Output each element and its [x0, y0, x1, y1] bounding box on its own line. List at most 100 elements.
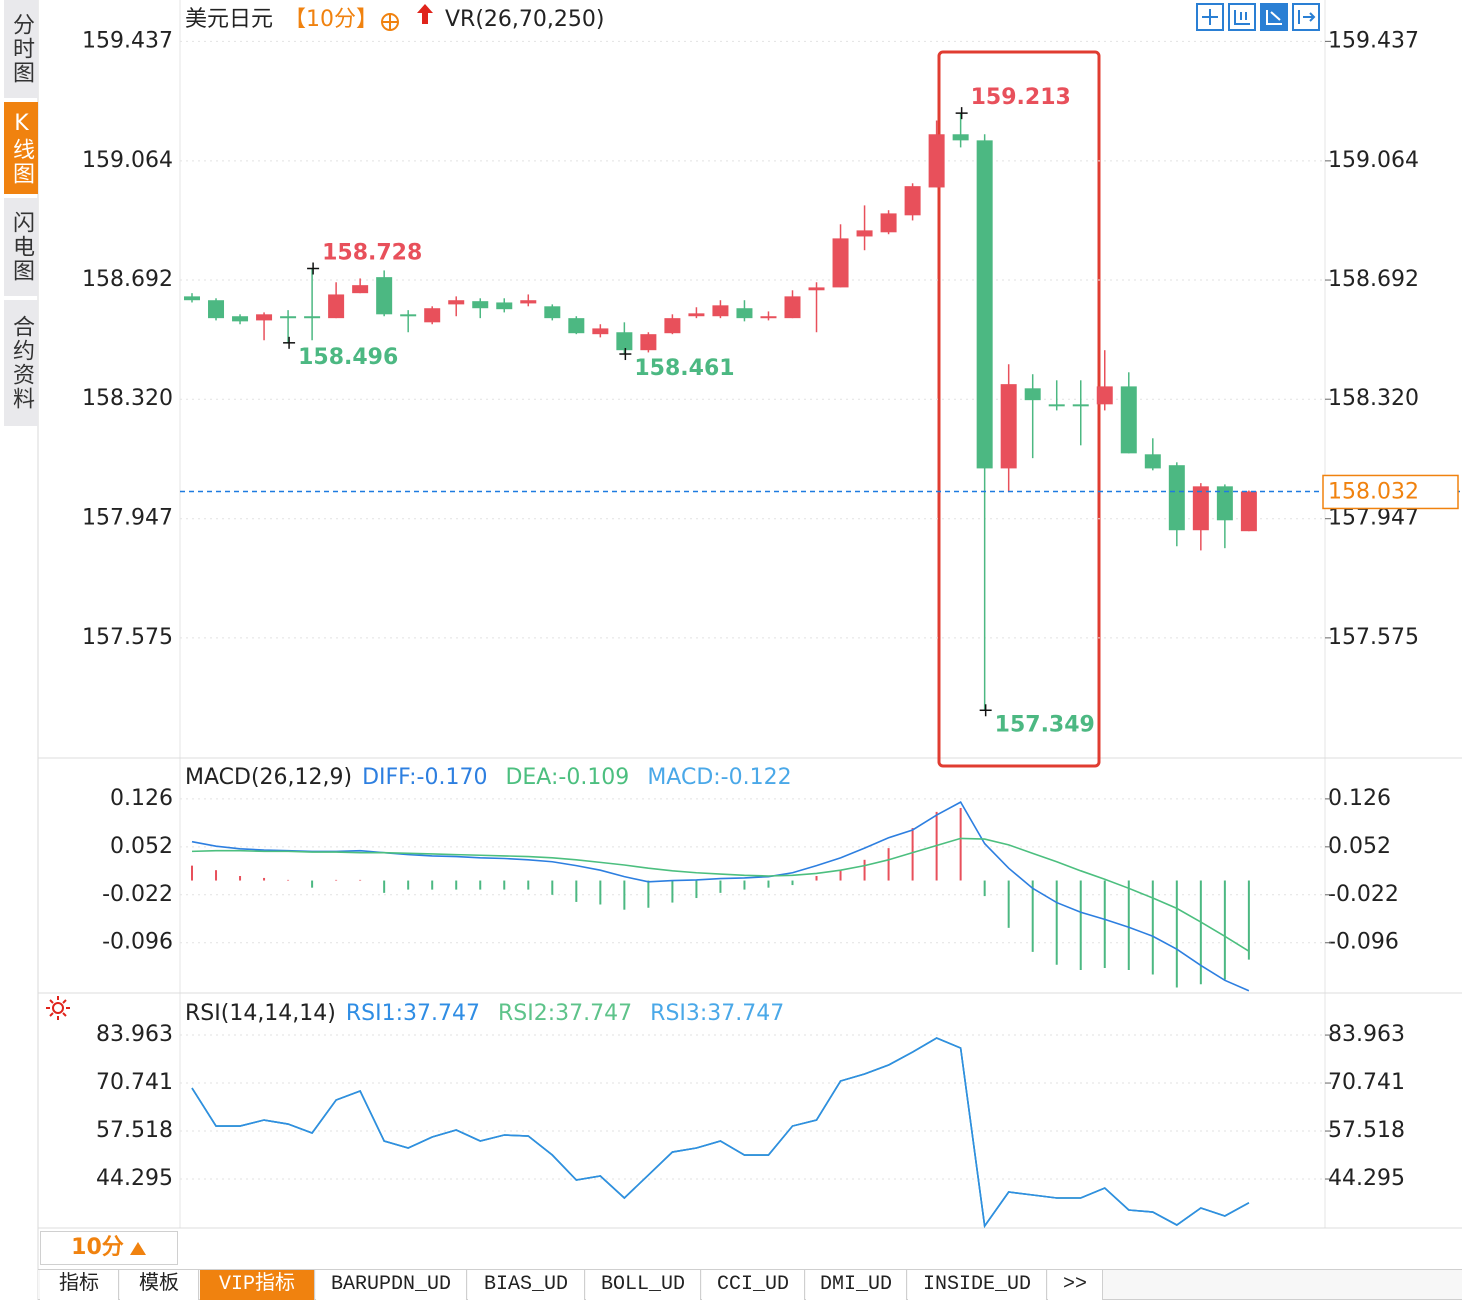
y-tick-label: 57.518: [96, 1118, 173, 1143]
candle-body: [376, 277, 393, 315]
chart-title: 美元日元: [185, 7, 273, 32]
y-tick-label-right: 159.064: [1328, 148, 1419, 173]
candle-body: [1096, 386, 1113, 405]
candle-body: [928, 134, 945, 188]
candle-body: [520, 300, 537, 304]
sidebar-tab[interactable]: 闪电图: [4, 198, 38, 296]
candle-body: [256, 314, 273, 321]
legend-entry: RSI3:37.747: [650, 1001, 784, 1026]
period-button[interactable]: 10分: [40, 1231, 178, 1265]
candle-body: [880, 213, 897, 233]
y-tick-label-right: -0.022: [1328, 882, 1399, 907]
settings-icon[interactable]: [46, 996, 70, 1020]
add-icon[interactable]: [381, 13, 399, 31]
candle-body: [976, 140, 993, 469]
highlight-box: [937, 50, 1101, 768]
y-tick-label-right: 0.052: [1328, 834, 1391, 859]
candle-body: [1072, 404, 1089, 407]
series-line: [191, 1037, 1250, 1229]
last-price-label: 158.032: [1328, 479, 1419, 504]
candle-body: [712, 305, 729, 317]
extreme-label: 157.349: [995, 712, 1095, 737]
candle-body: [544, 306, 561, 319]
y-tick-label: 44.295: [96, 1166, 173, 1191]
y-tick-label-right: 57.518: [1328, 1118, 1405, 1143]
sidebar-tab[interactable]: 分时图: [4, 0, 38, 98]
tool-button[interactable]: [1196, 3, 1224, 31]
period-button-label: 10分: [71, 1235, 124, 1260]
candle-body: [304, 316, 321, 319]
candle-body: [400, 314, 417, 317]
tab[interactable]: BIAS_UD: [468, 1270, 585, 1300]
indicator-label: VR(26,70,250): [445, 7, 604, 32]
candle-body: [784, 296, 801, 319]
period-label: 【10分】: [284, 7, 378, 32]
candle-body: [424, 308, 441, 323]
candle-body: [904, 186, 921, 216]
legend-title: RSI(14,14,14): [185, 1001, 336, 1026]
candle-body: [760, 316, 777, 319]
last-price-box: [1322, 474, 1459, 510]
tab[interactable]: 模板: [120, 1270, 199, 1300]
candle-body: [448, 300, 465, 305]
y-tick-label: 159.064: [82, 148, 173, 173]
candle-body: [1000, 384, 1017, 469]
tab[interactable]: BOLL_UD: [586, 1270, 701, 1300]
y-tick-label-right: 157.947: [1328, 506, 1419, 531]
tool-button[interactable]: [1260, 3, 1288, 31]
y-tick-label: -0.022: [102, 882, 173, 907]
candle-body: [1192, 486, 1209, 531]
y-tick-label-right: 83.963: [1328, 1022, 1405, 1047]
y-tick-label-right: 44.295: [1328, 1166, 1405, 1191]
legend-entry: MACD:-0.122: [647, 765, 791, 790]
candle-body: [952, 134, 969, 141]
y-tick-label: 157.947: [82, 506, 173, 531]
candle-body: [688, 313, 705, 317]
candle-body: [1168, 465, 1185, 531]
candle-body: [328, 294, 345, 319]
y-tick-label: -0.096: [102, 930, 173, 955]
candle-body: [592, 328, 609, 335]
candle-body: [352, 285, 369, 294]
y-tick-label: 70.741: [96, 1070, 173, 1095]
legend-entry: DIFF:-0.170: [362, 765, 487, 790]
candle-body: [808, 287, 825, 291]
tab[interactable]: BARUPDN_UD: [316, 1270, 467, 1300]
legend-title: MACD(26,12,9): [185, 765, 352, 790]
candle-body: [1120, 386, 1137, 454]
y-tick-label-right: 158.692: [1328, 267, 1419, 292]
y-tick-label: 0.052: [110, 834, 173, 859]
tab[interactable]: VIP指标: [200, 1270, 315, 1300]
extreme-label: 158.496: [298, 345, 398, 370]
tab[interactable]: CCI_UD: [702, 1270, 805, 1300]
tab[interactable]: DMI_UD: [806, 1270, 907, 1300]
candle-body: [208, 300, 225, 319]
candle-body: [280, 316, 297, 319]
candle-body: [184, 296, 200, 301]
y-tick-label: 158.692: [82, 267, 173, 292]
y-tick-label: 159.437: [82, 28, 173, 53]
candle-body: [1024, 388, 1041, 401]
tab[interactable]: INSIDE_UD: [908, 1270, 1047, 1300]
extreme-label: 158.461: [634, 356, 734, 381]
candle-body: [856, 230, 873, 237]
period-triangle: [129, 1242, 146, 1255]
tab[interactable]: 指标: [40, 1270, 119, 1300]
candle-body: [1144, 454, 1161, 469]
sidebar-tab[interactable]: 合约资料: [4, 300, 38, 426]
y-tick-label-right: 158.320: [1328, 386, 1419, 411]
series-line: [191, 1037, 1250, 1229]
y-tick-label-right: 70.741: [1328, 1070, 1405, 1095]
sidebar-tab[interactable]: K线图: [4, 102, 38, 194]
y-tick-label-right: 0.126: [1328, 786, 1391, 811]
series-line: [191, 801, 1250, 992]
tab[interactable]: >>: [1048, 1270, 1103, 1300]
legend-entry: RSI1:37.747: [346, 1001, 480, 1026]
candle-body: [616, 332, 633, 351]
candle-body: [1048, 404, 1065, 407]
candle-body: [472, 301, 489, 309]
indicator-arrow: [417, 4, 433, 24]
series-line: [191, 837, 1250, 952]
